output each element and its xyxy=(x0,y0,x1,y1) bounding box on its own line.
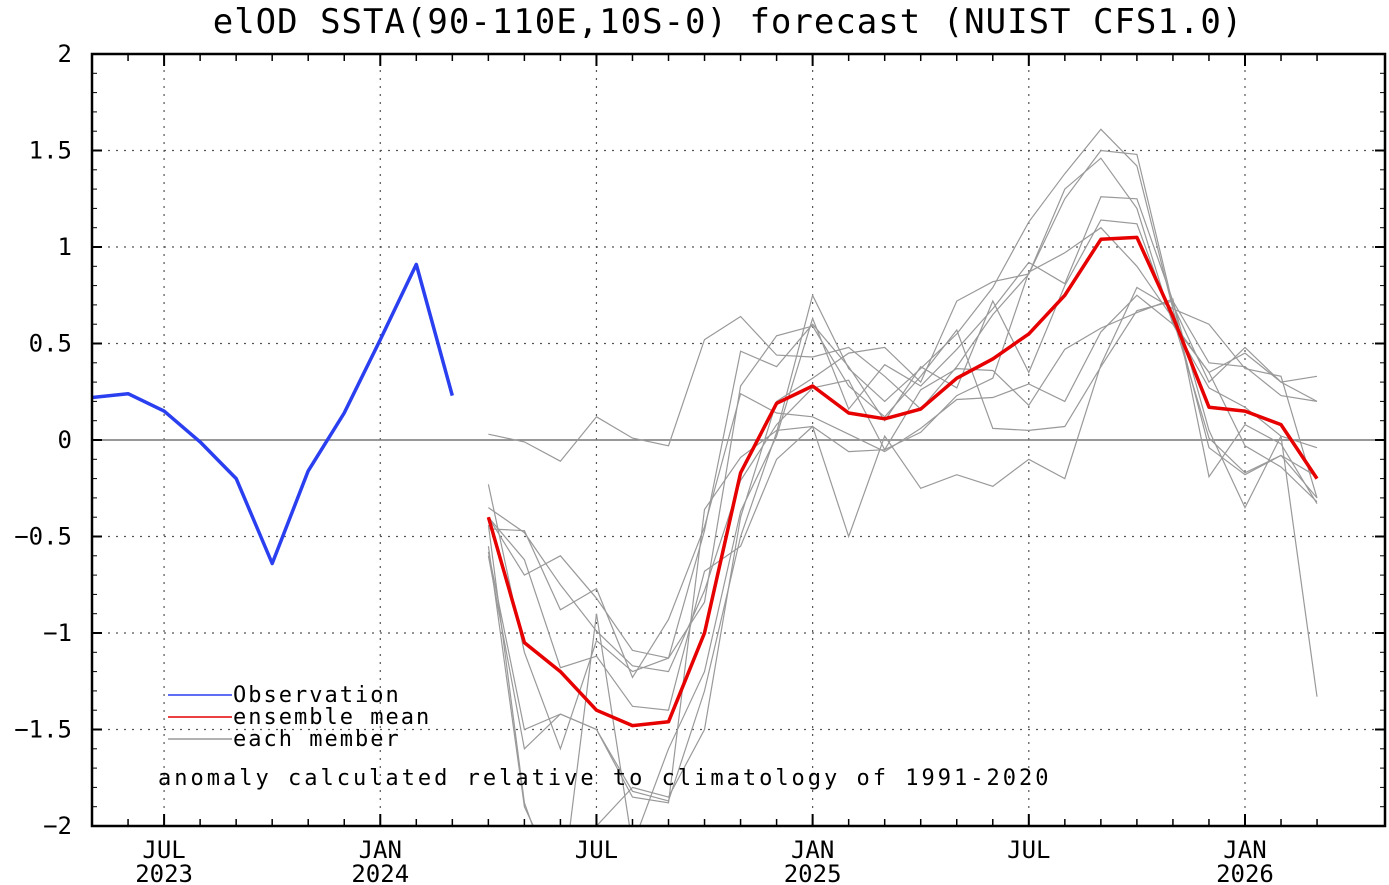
x-tick-label: JUL xyxy=(1007,836,1050,864)
x-tick-year-label: 2023 xyxy=(135,860,193,885)
ensemble-member-line xyxy=(487,196,1318,826)
y-axis: 2 1.5 1 0.5 0 −0.5 −1 −1.5 −2 xyxy=(14,40,1385,840)
x-tick-label: JAN xyxy=(791,836,834,864)
y-tick-label: 1 xyxy=(58,233,72,261)
y-tick-label: −0.5 xyxy=(14,523,72,551)
ensemble-member-line xyxy=(487,128,1318,802)
ensemble-mean-line xyxy=(486,235,1319,728)
main-lines xyxy=(92,235,1319,728)
ensemble-member-line xyxy=(488,298,1318,673)
climatology-note: anomaly calculated relative to climatolo… xyxy=(158,766,1051,791)
x-tick-label: JUL xyxy=(142,836,185,864)
y-tick-label: −1 xyxy=(43,619,72,647)
chart-title: elOD SSTA(90-110E,10S-0) forecast (NUIST… xyxy=(213,2,1244,42)
legend-label-each-member: each member xyxy=(233,727,401,752)
y-tick-label: −1.5 xyxy=(14,716,72,744)
y-tick-label: 2 xyxy=(58,40,72,68)
y-tick-label: 1.5 xyxy=(29,137,72,165)
ensemble-member-line xyxy=(487,219,1318,659)
x-tick-label: JAN xyxy=(359,836,402,864)
x-tick-label: JUL xyxy=(575,836,618,864)
ensemble-member-line xyxy=(487,226,1318,804)
y-tick-label: 0 xyxy=(58,426,72,454)
observation-line xyxy=(92,262,454,566)
ensemble-member-line xyxy=(488,294,1318,697)
y-tick-label: −2 xyxy=(43,812,72,840)
x-tick-year-label: 2024 xyxy=(351,860,409,885)
x-tick-label: JAN xyxy=(1223,836,1266,864)
legend-label-ensemble-mean: ensemble mean xyxy=(233,705,431,730)
x-tick-year-label: 2026 xyxy=(1216,860,1274,885)
legend-label-observation: Observation xyxy=(233,683,401,708)
y-tick-label: 0.5 xyxy=(29,330,72,358)
legend: Observation ensemble mean each member xyxy=(168,683,431,752)
ensemble-member-line xyxy=(487,300,1318,751)
x-tick-year-label: 2025 xyxy=(784,860,842,885)
